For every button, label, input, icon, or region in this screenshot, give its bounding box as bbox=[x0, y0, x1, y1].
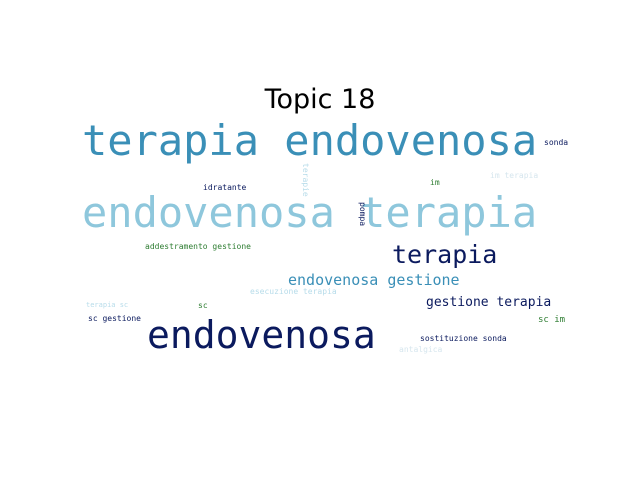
word: im terapia bbox=[490, 171, 539, 180]
word: esecuzione terapia bbox=[250, 287, 337, 296]
word: endovenosa bbox=[147, 313, 376, 357]
chart-title: Topic 18 bbox=[264, 84, 376, 115]
word: sc im bbox=[538, 315, 566, 325]
word: sonda bbox=[544, 138, 569, 147]
word: sc gestione bbox=[88, 314, 141, 323]
word: terapia endovenosa bbox=[82, 116, 538, 165]
word: gestione terapia bbox=[426, 295, 552, 310]
word: addestramento gestione bbox=[145, 242, 251, 251]
word: antalgica bbox=[399, 345, 443, 354]
word: idratante bbox=[203, 183, 247, 192]
word: im bbox=[430, 178, 440, 187]
word: endovenosa gestione bbox=[288, 271, 460, 289]
word: endovenosa terapia bbox=[82, 188, 538, 237]
word: sostituzione sonda bbox=[420, 334, 507, 343]
word: terapia sc bbox=[86, 301, 129, 309]
word: terapie bbox=[301, 163, 310, 197]
word: terapia bbox=[392, 240, 498, 269]
word: pompa bbox=[358, 202, 367, 227]
word: sc bbox=[198, 301, 208, 310]
